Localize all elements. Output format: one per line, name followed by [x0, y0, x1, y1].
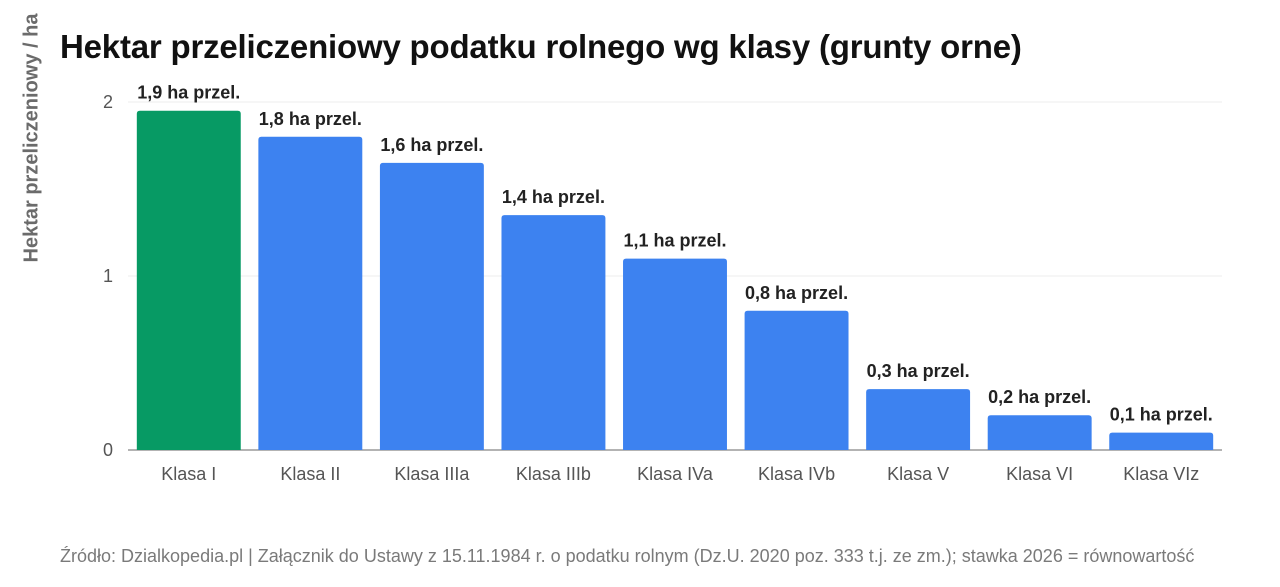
x-tick-label-3: Klasa IIIa	[394, 464, 470, 484]
labels: 0 1 2 1,9 ha przel. Klasa I 1,8 ha przel. Klas…	[103, 83, 1213, 484]
x-tick-label-9: Klasa VIz	[1123, 464, 1199, 484]
data-label-4: 1,4 ha przel.	[502, 187, 605, 207]
bar-3	[379, 162, 484, 450]
x-tick-label-6: Klasa IVb	[758, 464, 835, 484]
bar-5	[623, 258, 727, 450]
bar-2	[258, 136, 363, 451]
bar-6	[744, 310, 849, 450]
data-label-3: 1,6 ha przel.	[380, 135, 483, 155]
source-note: Źródło: Dzialkopedia.pl | Załącznik do U…	[60, 546, 1195, 566]
x-tick-label-5: Klasa IVa	[637, 464, 714, 484]
data-label-2: 1,8 ha przel.	[259, 109, 362, 129]
bar-9	[1109, 432, 1214, 450]
data-label-6: 0,8 ha przel.	[745, 283, 848, 303]
y-tick-label-1: 1	[103, 266, 113, 286]
data-label-1: 1,9 ha przel.	[137, 83, 240, 103]
data-label-7: 0,3 ha przel.	[867, 361, 970, 381]
bar-4	[501, 215, 606, 450]
bar-8	[987, 415, 1092, 450]
y-tick-label-0: 0	[103, 440, 113, 460]
x-tick-label-1: Klasa I	[161, 464, 216, 484]
x-tick-label-8: Klasa VI	[1006, 464, 1073, 484]
data-label-9: 0,1 ha przel.	[1110, 405, 1213, 425]
bar-7	[866, 389, 971, 450]
chart-title: Hektar przeliczeniowy podatku rolnego wg…	[60, 28, 1022, 65]
data-label-5: 1,1 ha przel.	[623, 231, 726, 251]
data-label-8: 0,2 ha przel.	[988, 387, 1091, 407]
x-tick-label-2: Klasa II	[280, 464, 340, 484]
x-tick-label-7: Klasa V	[887, 464, 949, 484]
x-tick-label-4: Klasa IIIb	[516, 464, 591, 484]
bars	[136, 110, 1214, 451]
bar-1	[136, 110, 241, 450]
y-tick-label-2: 2	[103, 92, 113, 112]
